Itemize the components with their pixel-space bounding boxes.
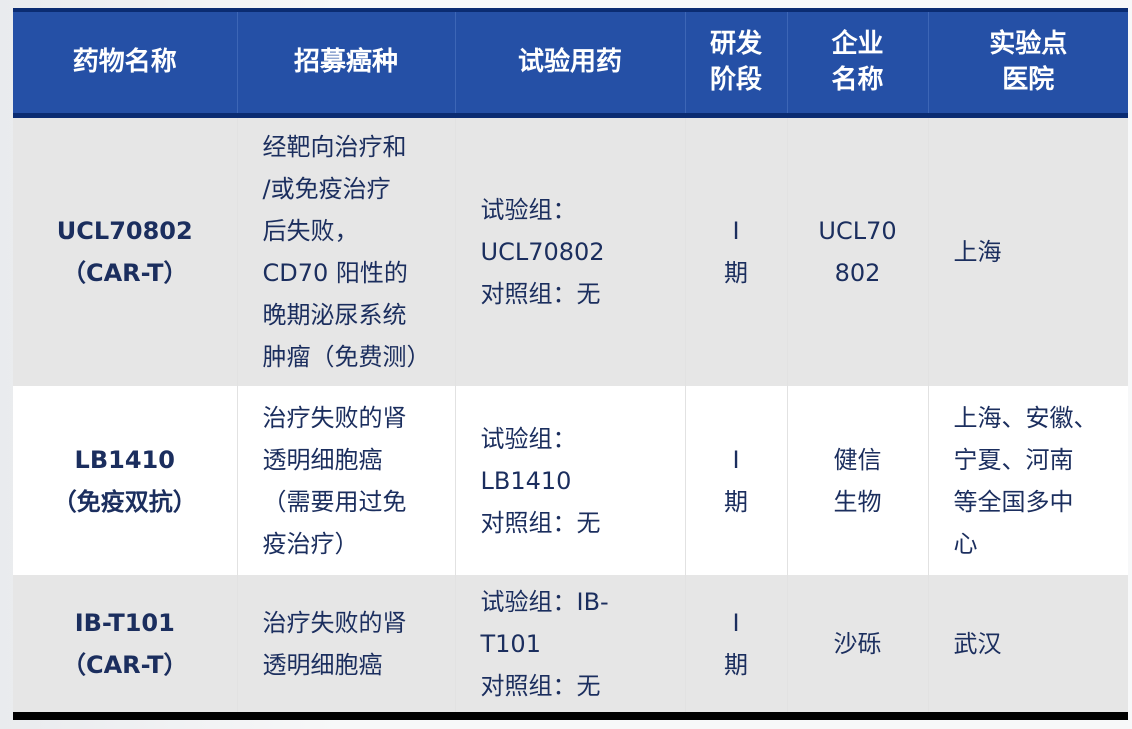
cell-text: 晚期泌尿系统	[262, 300, 407, 329]
cell-text: 上海、安徽、	[953, 403, 1098, 432]
cell-text: 试验组：	[480, 195, 577, 224]
cell-text: 802	[834, 258, 881, 287]
cell-text: 肿瘤（免费测）	[262, 342, 431, 371]
cell-text: I	[732, 445, 740, 474]
cell-text: 疫治疗）	[262, 529, 359, 558]
cell-text: 对照组：无	[480, 671, 601, 700]
clinical-trial-table: 药物名称 招募癌种 试验用药 研发 阶段 企业 名称 实验点 医院 UCL70802 （CAR-T…	[13, 8, 1128, 720]
cell-text: 健信	[833, 445, 882, 474]
cell-text: 试验组：	[480, 424, 577, 453]
header-text: 招募癌种	[293, 47, 398, 78]
cell-text: （需要用过免	[262, 487, 407, 516]
header-hospital: 实验点 医院	[927, 10, 1128, 115]
cell-text: （CAR-T）	[62, 258, 188, 287]
cell-text: 心	[953, 529, 978, 558]
cell-trial-medication: 试验组： LB1410 对照组：无	[454, 386, 685, 575]
table-row: IB-T101 （CAR-T） 治疗失败的肾 透明细胞癌 试验组：IB- T101 对照组：…	[13, 575, 1128, 716]
cell-cancer-type: 治疗失败的肾 透明细胞癌	[236, 575, 455, 716]
cell-text: /或免疫治疗	[262, 174, 391, 203]
table-header-row: 药物名称 招募癌种 试验用药 研发 阶段 企业 名称 实验点 医院	[13, 10, 1128, 115]
cell-company: 沙砾	[786, 575, 928, 716]
cell-text: 期	[724, 650, 748, 679]
cell-text: IB-T101	[74, 608, 175, 637]
cell-text: T101	[480, 629, 541, 658]
cell-trial-medication: 试验组：IB- T101 对照组：无	[454, 575, 685, 716]
header-text: 阶段	[709, 65, 762, 96]
cell-text: 等全国多中	[953, 487, 1074, 516]
cell-text: UCL70802	[56, 216, 193, 245]
header-text: 研发	[709, 29, 762, 60]
table-row: UCL70802 （CAR-T） 经靶向治疗和/或免疫治疗 后失败， CD70 阳性的晚…	[13, 115, 1128, 386]
cell-company: UCL70 802	[786, 115, 928, 386]
cell-text: LB1410	[480, 466, 572, 495]
cell-text: （免疫双抗）	[52, 487, 197, 516]
cell-drug-name: LB1410 （免疫双抗）	[13, 386, 237, 575]
cell-text: 期	[724, 487, 748, 516]
cell-text: 透明细胞癌	[262, 445, 383, 474]
cell-hospital: 武汉	[927, 575, 1128, 716]
cell-text: 试验组：IB-	[480, 587, 609, 616]
cell-text: 宁夏、河南	[953, 445, 1074, 474]
cell-text: 对照组：无	[480, 508, 601, 537]
cell-text: UCL70	[818, 216, 897, 245]
header-text: 企业	[831, 29, 884, 60]
cell-drug-name: UCL70802 （CAR-T）	[13, 115, 237, 386]
cell-text: 沙砾	[833, 629, 882, 658]
header-text: 医院	[1002, 65, 1055, 96]
cell-text: 治疗失败的肾	[262, 403, 407, 432]
cell-cancer-type: 经靶向治疗和/或免疫治疗 后失败， CD70 阳性的 晚期泌尿系统 肿瘤（免费测）	[236, 115, 455, 386]
header-text: 药物名称	[72, 47, 177, 78]
cell-text: CD70 阳性的	[262, 258, 408, 287]
cell-text: 治疗失败的肾	[262, 608, 407, 637]
header-company: 企业 名称	[786, 10, 928, 115]
header-phase: 研发 阶段	[684, 10, 787, 115]
cell-text: 上海	[953, 237, 1002, 266]
cell-hospital: 上海、安徽、 宁夏、河南等全国多中心	[927, 386, 1128, 575]
cell-text: I	[732, 216, 740, 245]
table-row: LB1410 （免疫双抗） 治疗失败的肾 透明细胞癌 （需要用过免 疫治疗） 试验组： LB1…	[13, 386, 1128, 575]
cell-text: （CAR-T）	[62, 650, 188, 679]
cell-text: I	[732, 608, 740, 637]
cell-text: UCL70802	[480, 237, 605, 266]
cell-text: 对照组：无	[480, 279, 601, 308]
cell-text: 期	[724, 258, 748, 287]
cell-text: 透明细胞癌	[262, 650, 383, 679]
cell-hospital: 上海	[927, 115, 1128, 386]
cell-trial-medication: 试验组： UCL70802 对照组：无	[454, 115, 685, 386]
cell-text: 生物	[833, 487, 882, 516]
cell-text: LB1410	[74, 445, 175, 474]
cell-text: 经靶向治疗和	[262, 132, 407, 161]
header-cancer-type: 招募癌种	[236, 10, 455, 115]
cell-drug-name: IB-T101 （CAR-T）	[13, 575, 237, 716]
header-trial-medication: 试验用药	[454, 10, 685, 115]
cell-company: 健信 生物	[786, 386, 928, 575]
header-drug-name: 药物名称	[13, 10, 237, 115]
cell-text: 武汉	[953, 629, 1002, 658]
header-text: 实验点	[989, 29, 1068, 60]
cell-text: 后失败，	[262, 216, 359, 245]
header-text: 试验用药	[517, 47, 622, 78]
header-text: 名称	[831, 65, 884, 96]
cell-cancer-type: 治疗失败的肾 透明细胞癌 （需要用过免 疫治疗）	[236, 386, 455, 575]
